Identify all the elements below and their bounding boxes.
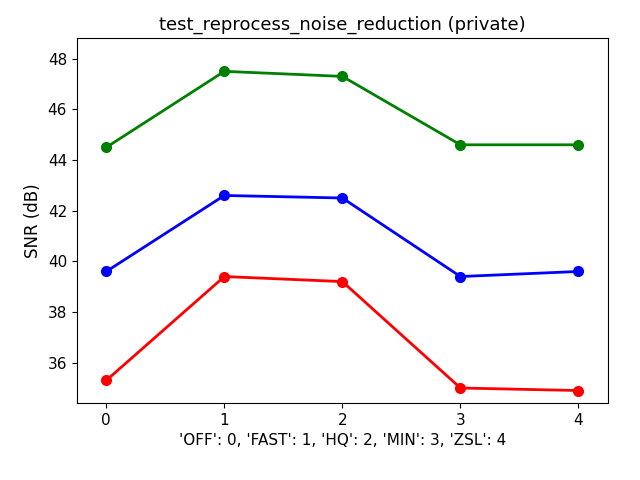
Title: test_reprocess_noise_reduction (private): test_reprocess_noise_reduction (private) (159, 16, 525, 35)
X-axis label: 'OFF': 0, 'FAST': 1, 'HQ': 2, 'MIN': 3, 'ZSL': 4: 'OFF': 0, 'FAST': 1, 'HQ': 2, 'MIN': 3, … (179, 433, 506, 448)
Y-axis label: SNR (dB): SNR (dB) (24, 183, 42, 258)
